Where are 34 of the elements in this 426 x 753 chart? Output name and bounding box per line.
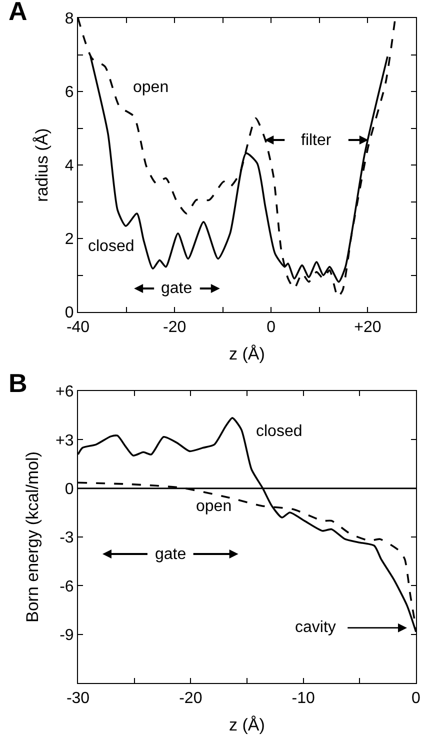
x-tick-label: -30 (66, 690, 90, 708)
x-axis-title: z (Å) (229, 344, 265, 364)
y-tick-label: +3 (56, 432, 74, 450)
x-tick-label: 0 (266, 319, 276, 336)
x-tick-label: +20 (354, 319, 382, 336)
series-label: open (196, 498, 232, 515)
annotation: gate (161, 280, 192, 297)
y-tick-label: 0 (64, 304, 74, 322)
chart-title: A (8, 0, 28, 26)
annotation: gate (155, 546, 186, 563)
y-tick-label: 0 (64, 480, 74, 498)
y-tick-label: 8 (64, 10, 74, 28)
y-tick-label: 2 (64, 231, 74, 248)
y-axis-title: radius (Å) (32, 128, 52, 202)
x-axis-title: z (Å) (229, 716, 265, 735)
x-tick-label: -40 (66, 319, 90, 336)
x-tick-label: 0 (412, 690, 421, 708)
series-label: closed (256, 423, 302, 440)
y-axis-title: Born energy (kcal/mol) (23, 451, 42, 623)
y-tick-label: -3 (60, 530, 74, 547)
x-tick-label: -20 (163, 319, 186, 336)
y-tick-label: -9 (60, 626, 74, 644)
y-tick-label: 6 (64, 84, 74, 102)
series-label: open (133, 79, 169, 96)
y-tick-label: +6 (56, 384, 74, 401)
annotation: filter (301, 132, 332, 149)
y-tick-label: 4 (64, 158, 74, 175)
y-tick-label: -6 (60, 578, 74, 596)
chart-title: B (8, 368, 28, 398)
series-label: closed (88, 238, 134, 255)
annotation: cavity (295, 619, 336, 636)
x-tick-label: -10 (292, 690, 315, 708)
line-series (90, 56, 388, 283)
x-tick-label: -20 (179, 690, 202, 708)
